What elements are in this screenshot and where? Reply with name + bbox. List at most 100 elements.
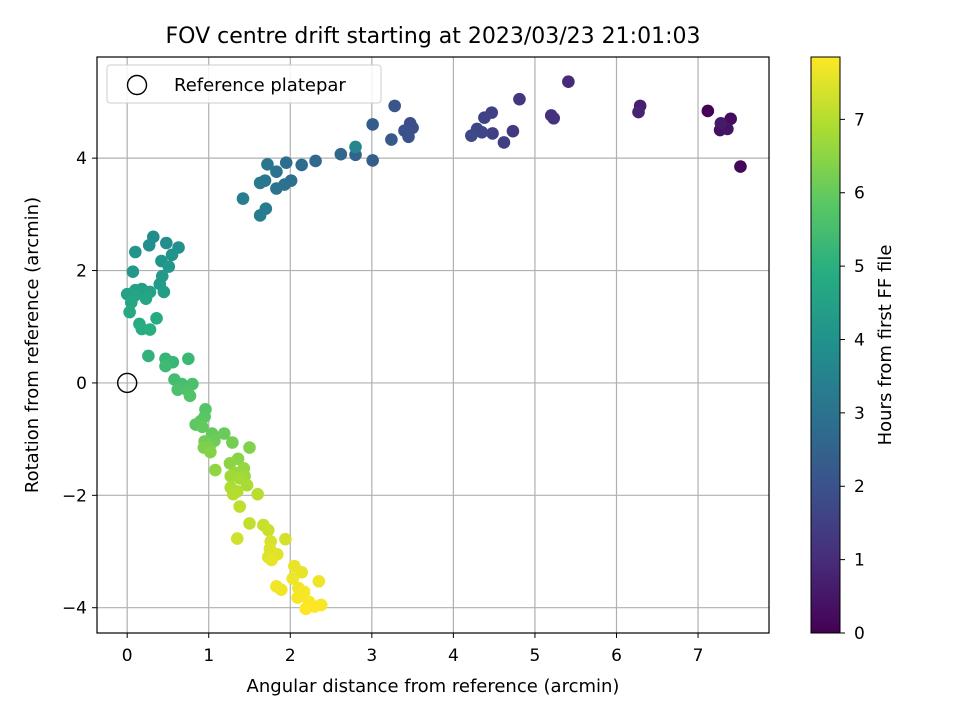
x-axis-ticks: 0 1 2 3 4 5 6 7 [122, 633, 704, 666]
data-point [236, 192, 250, 205]
legend-label: Reference platepar [174, 75, 346, 96]
data-point [251, 487, 264, 501]
data-point [270, 182, 283, 195]
x-tick-label: 2 [285, 646, 296, 666]
chart-title: FOV centre drift starting at 2023/03/23 … [166, 24, 701, 49]
data-point [162, 260, 176, 273]
colorbar-tick-label: 6 [854, 184, 865, 204]
data-point [142, 349, 155, 363]
data-point [632, 105, 645, 119]
data-point [230, 532, 244, 545]
y-tick-label: 4 [76, 149, 87, 169]
x-tick-label: 1 [203, 646, 214, 666]
data-point [126, 265, 140, 278]
y-tick-label: 2 [76, 262, 87, 282]
y-tick-label: 0 [76, 374, 87, 394]
colorbar-tick-label: 0 [854, 624, 865, 644]
data-point [312, 575, 326, 588]
colorbar-tick-label: 4 [854, 330, 865, 350]
data-point [734, 160, 747, 173]
y-axis-label: Rotation from reference (arcmin) [22, 197, 43, 493]
data-point [366, 118, 379, 131]
data-point [286, 572, 300, 585]
data-point [366, 154, 379, 167]
data-point [562, 75, 575, 89]
data-point [506, 124, 520, 138]
data-point [261, 523, 275, 537]
data-point [226, 487, 240, 501]
data-point [295, 566, 308, 579]
colorbar-tick-label: 5 [854, 257, 865, 277]
data-point [299, 602, 313, 616]
data-point [279, 532, 292, 546]
data-point [171, 383, 185, 396]
data-point [402, 130, 415, 144]
data-point [270, 165, 283, 178]
data-point [385, 133, 398, 146]
data-point [223, 456, 237, 470]
grid [97, 57, 769, 633]
data-point [204, 445, 217, 459]
data-point [142, 238, 156, 252]
colorbar-ticks: 0 1 2 3 4 5 6 7 [840, 110, 865, 644]
data-point [139, 292, 153, 305]
data-point [349, 140, 362, 154]
data-point [253, 209, 267, 222]
data-point [701, 104, 715, 118]
x-tick-label: 4 [448, 646, 459, 666]
data-point [129, 245, 142, 259]
data-point [334, 147, 348, 161]
data-point [724, 112, 737, 126]
data-point [160, 236, 173, 250]
data-point [714, 117, 728, 130]
x-tick-label: 7 [693, 646, 704, 666]
data-point [309, 154, 322, 168]
reference-marker [116, 372, 138, 394]
colorbar-tick-label: 1 [854, 551, 865, 571]
data-point [243, 441, 256, 454]
reference-marker-group [116, 372, 138, 394]
legend: Reference platepar [106, 64, 382, 104]
data-point [240, 478, 254, 492]
colorbar-tick-label: 7 [854, 110, 865, 130]
data-point [497, 136, 511, 149]
data-point [275, 583, 288, 597]
data-point [150, 312, 163, 325]
data-point [279, 156, 293, 169]
data-point [486, 127, 499, 140]
data-point [124, 296, 138, 309]
data-point [295, 158, 308, 172]
data-point [165, 248, 179, 262]
data-point [243, 517, 256, 530]
data-points [120, 75, 747, 616]
data-point [182, 352, 195, 366]
legend-marker-icon [126, 74, 148, 96]
data-point [208, 463, 222, 477]
data-point [253, 176, 267, 190]
data-point [388, 99, 401, 113]
data-point [478, 111, 491, 124]
colorbar-label: Hours from first FF file [875, 245, 896, 446]
plot-frame [96, 56, 770, 634]
colorbar-tick-label: 2 [854, 477, 865, 497]
x-tick-label: 3 [366, 646, 377, 666]
legend-box [106, 64, 382, 104]
data-point [465, 129, 478, 142]
x-tick-label: 5 [530, 646, 541, 666]
colorbar-tick-label: 3 [854, 404, 865, 424]
data-point [226, 436, 239, 449]
x-axis-label: Angular distance from reference (arcmin) [247, 676, 620, 697]
data-point [233, 500, 247, 513]
y-axis-ticks: −4 −2 0 2 4 [62, 149, 97, 619]
data-point [159, 359, 172, 373]
data-point [157, 285, 171, 299]
data-point [265, 553, 278, 567]
data-point [547, 111, 560, 125]
data-point [291, 591, 304, 604]
data-point [143, 323, 157, 336]
data-point [513, 92, 526, 106]
data-point [123, 305, 136, 319]
data-point [195, 420, 209, 434]
data-point [183, 389, 197, 403]
